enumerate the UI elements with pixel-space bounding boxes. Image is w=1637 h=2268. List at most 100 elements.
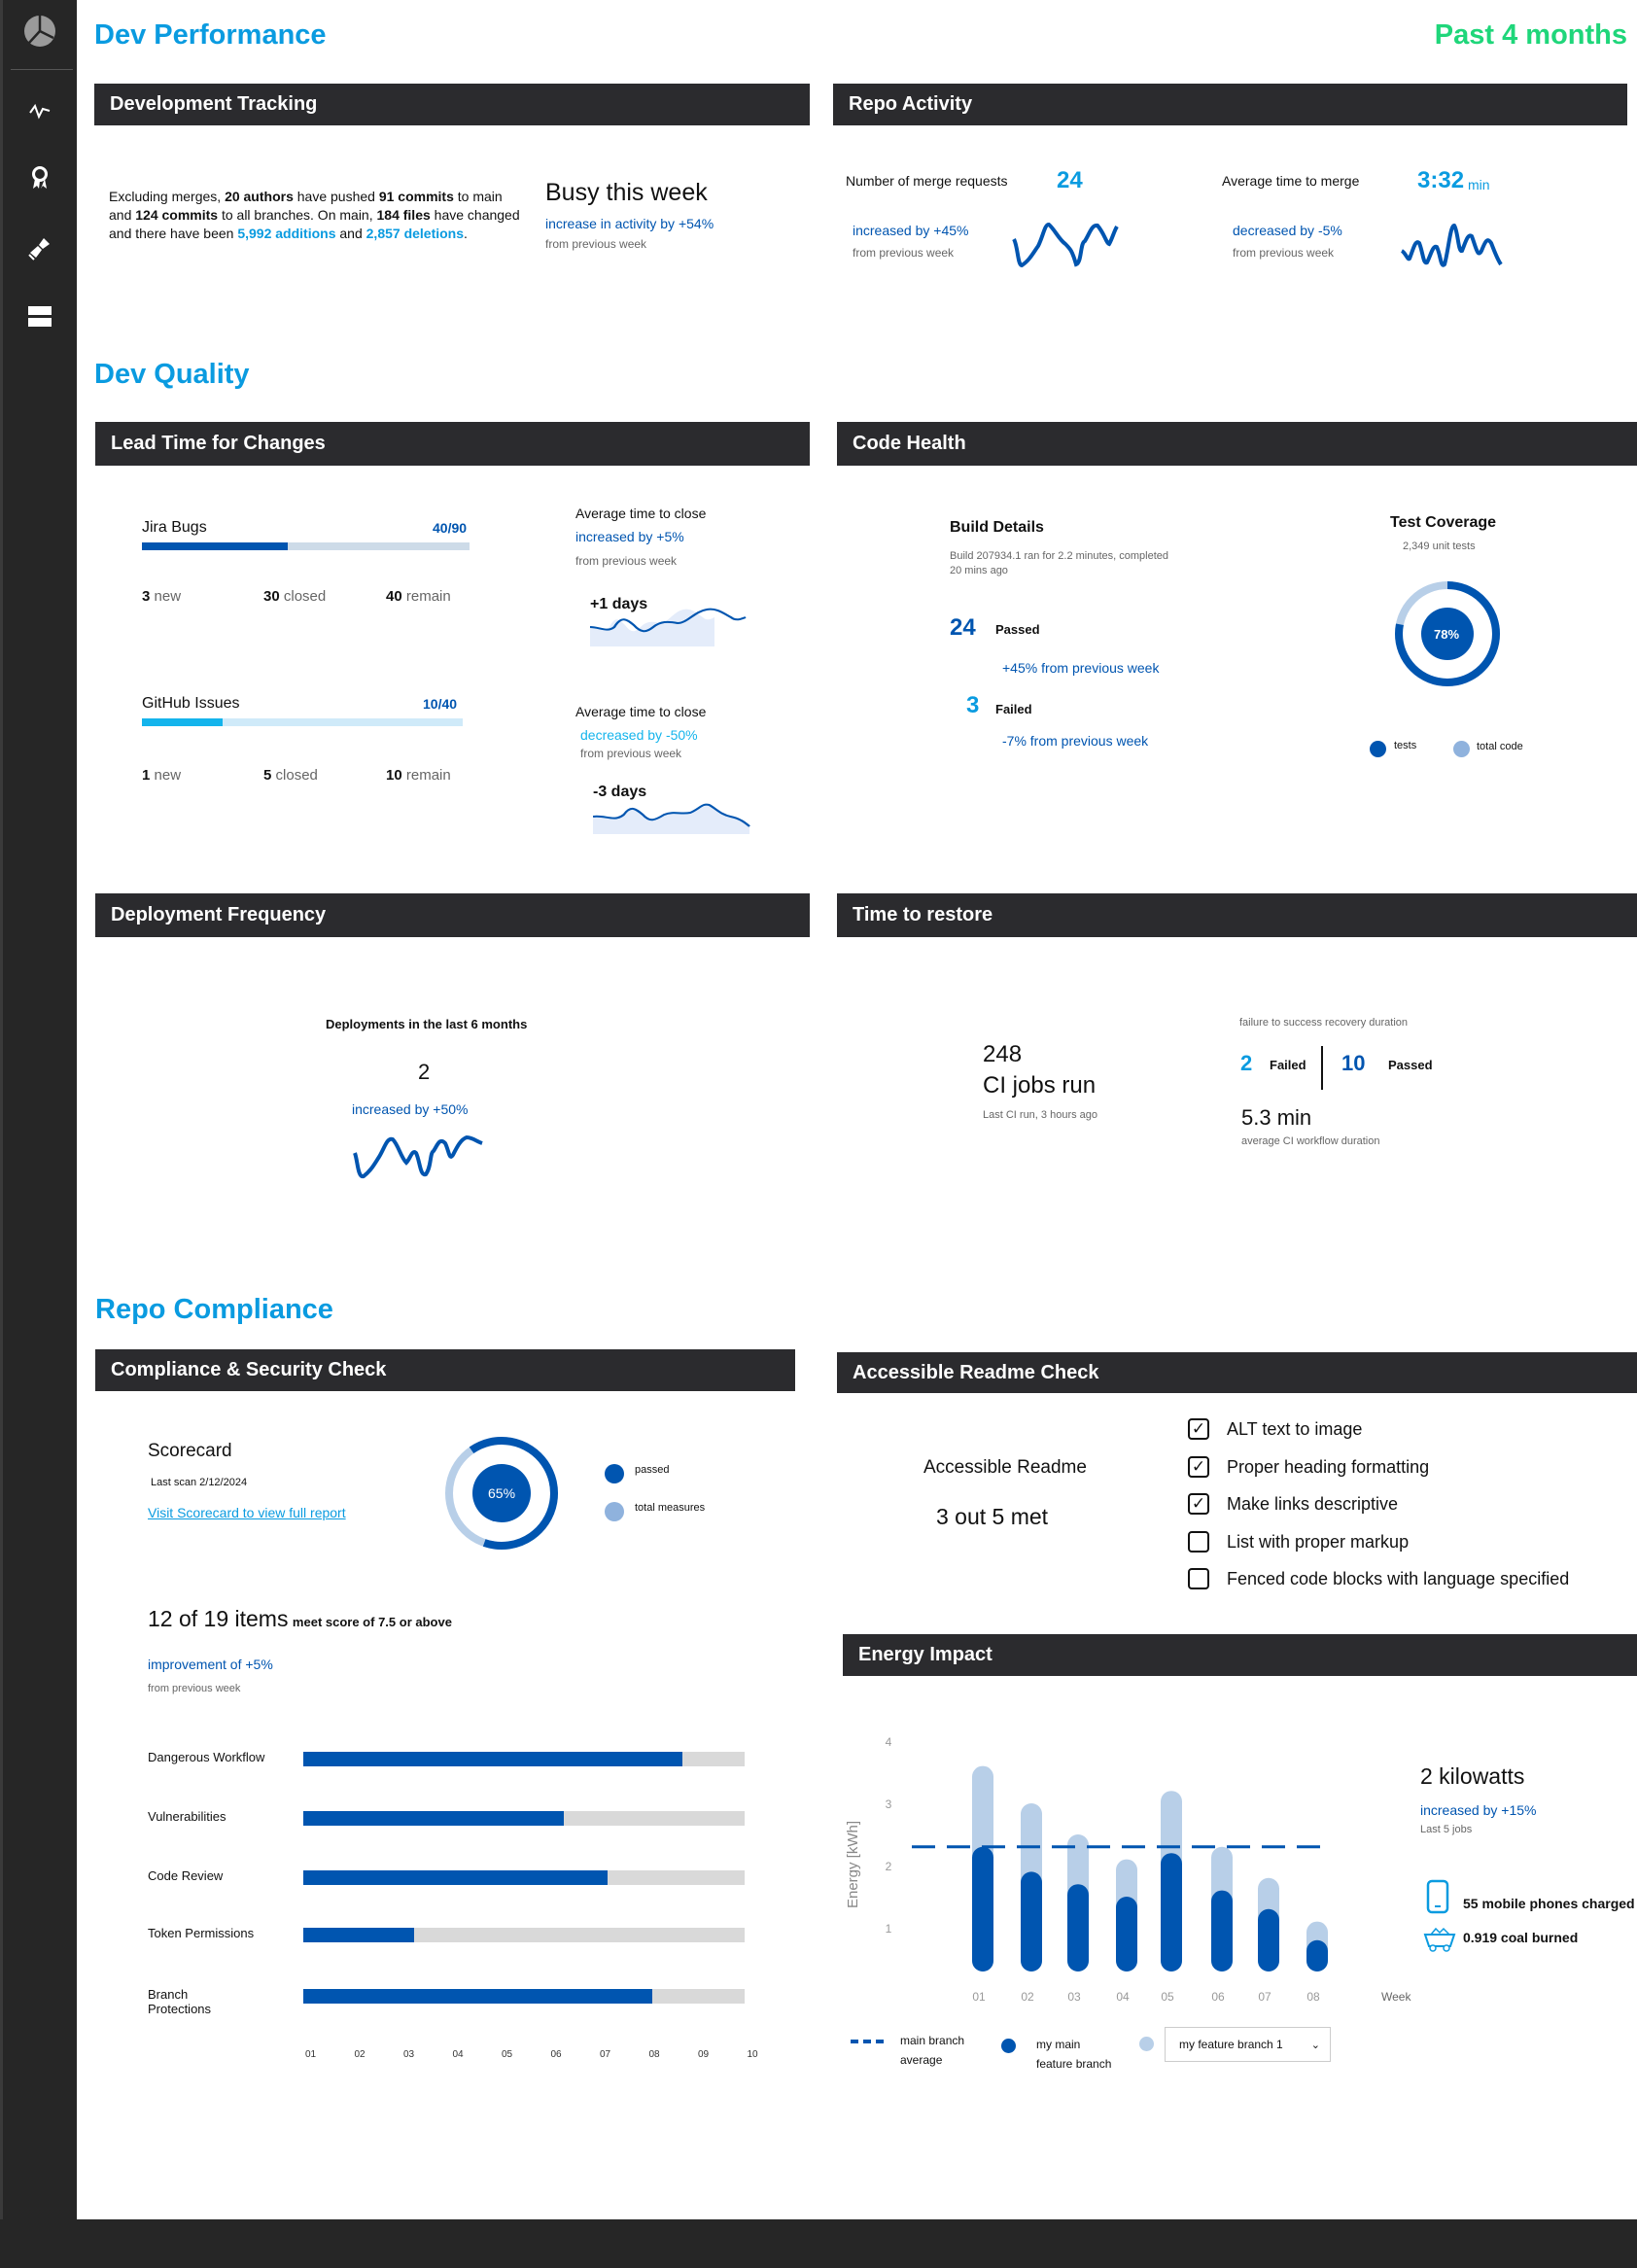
readme-header: Accessible Readme Check: [837, 1352, 1637, 1393]
x-tick: 05: [502, 2049, 513, 2060]
coverage-donut: [1395, 581, 1500, 686]
x-tick: 09: [698, 2049, 710, 2060]
x-tick: 02: [354, 2049, 366, 2060]
energy-change: increased by +15%: [1420, 1802, 1537, 1818]
scorecard-link[interactable]: Visit Scorecard to view full report: [148, 1505, 346, 1520]
close1-from: from previous week: [575, 554, 678, 568]
x-tick: 04: [452, 2049, 464, 2060]
repo-activity-header: Repo Activity: [833, 84, 1627, 125]
build-title: Build Details: [950, 519, 1044, 536]
bar-fill: [303, 1928, 414, 1942]
repo-compliance-title: Repo Compliance: [95, 1294, 333, 1325]
jira-new: 3 new: [142, 588, 182, 605]
restore-passed-label: Passed: [1388, 1058, 1433, 1072]
phones-text: 55 mobile phones charged: [1463, 1896, 1635, 1911]
main-feature-bar[interactable]: [1306, 1939, 1328, 1971]
coverage-sub: 2,349 unit tests: [1403, 541, 1476, 552]
deploy-sparkline: [353, 1134, 483, 1179]
recovery-label: failure to success recovery duration: [1239, 1017, 1409, 1029]
busy-change: increase in activity by +54%: [545, 216, 714, 231]
restore-header: Time to restore: [837, 893, 1637, 937]
mobile-phone-icon: [1426, 1879, 1449, 1914]
legend-passed-dot: [605, 1464, 624, 1483]
y-tick: 1: [886, 1922, 892, 1936]
busy-from: from previous week: [545, 237, 647, 251]
main-feature-bar[interactable]: [1116, 1897, 1137, 1971]
jira-closed: 30 closed: [263, 588, 327, 605]
close1-label: Average time to close: [575, 506, 707, 521]
sidebar: [0, 0, 77, 2219]
compliance-header: Compliance & Security Check: [95, 1349, 795, 1391]
layout-rows-icon[interactable]: [22, 299, 57, 334]
close2-label: Average time to close: [575, 704, 707, 719]
passed-label: Passed: [995, 622, 1040, 637]
legend-avg-line: [851, 2040, 884, 2043]
legend-main-dot: [1001, 2039, 1016, 2053]
branch-select[interactable]: my feature branch 1 ⌄: [1165, 2027, 1331, 2062]
energy-sub: Last 5 jobs: [1420, 1824, 1473, 1835]
x-tick: 07: [600, 2049, 611, 2060]
bar-track: [303, 1811, 745, 1826]
legend-feature-dot: [1139, 2037, 1154, 2051]
time-label: Average time to merge: [1222, 173, 1360, 189]
passed-change: +45% from previous week: [1002, 660, 1160, 676]
restore-passed-count: 10: [1341, 1051, 1366, 1075]
time-from: from previous week: [1233, 246, 1335, 260]
award-icon[interactable]: [22, 160, 57, 195]
legend-measures-dot: [605, 1502, 624, 1521]
deploy-header: Deployment Frequency: [95, 893, 810, 937]
main-feature-bar[interactable]: [1021, 1871, 1042, 1971]
main-feature-bar[interactable]: [1067, 1884, 1089, 1971]
time-unit: min: [1468, 177, 1490, 192]
x-tick: 06: [1211, 1990, 1225, 2004]
x-tick: 01: [972, 1990, 986, 2004]
bar-track: [303, 1928, 745, 1942]
x-tick: 08: [648, 2049, 660, 2060]
legend-tests-dot: [1370, 741, 1386, 757]
main-feature-bar[interactable]: [1258, 1908, 1279, 1971]
merge-from: from previous week: [853, 246, 955, 260]
coal-cart-icon: [1423, 1927, 1456, 1952]
time-sparkline: [1400, 223, 1503, 267]
readme-checkbox[interactable]: [1188, 1568, 1209, 1589]
readme-item-label: List with proper markup: [1227, 1531, 1410, 1552]
restore-failed-count: 2: [1240, 1051, 1253, 1075]
y-tick: 4: [886, 1735, 892, 1749]
stamp-icon[interactable]: [22, 231, 57, 266]
legend-measures: total measures: [635, 1502, 706, 1514]
x-axis-label: Week: [1381, 1990, 1411, 2004]
activity-icon[interactable]: [22, 93, 57, 128]
improvement-from: from previous week: [148, 1683, 241, 1694]
main-feature-bar[interactable]: [1211, 1890, 1233, 1971]
bar-track: [303, 1752, 745, 1766]
period-label[interactable]: Past 4 months: [1434, 19, 1627, 51]
github-label: GitHub Issues: [142, 695, 240, 712]
x-tick: 03: [1067, 1990, 1081, 2004]
pie-chart-icon[interactable]: [22, 14, 57, 49]
bar-label: Branch Protections: [148, 1987, 212, 2016]
dashboard: [77, 0, 1637, 2219]
legend-main-1: my main: [1036, 2038, 1081, 2051]
readme-checkbox[interactable]: ✓: [1188, 1493, 1209, 1515]
main-feature-bar[interactable]: [972, 1846, 993, 1971]
main-feature-bar[interactable]: [1161, 1853, 1182, 1971]
readme-checkbox[interactable]: ✓: [1188, 1418, 1209, 1440]
readme-item-label: Fenced code blocks with language specifi…: [1227, 1569, 1570, 1588]
readme-checkbox[interactable]: [1188, 1530, 1209, 1553]
compliance-pct: 65%: [488, 1485, 516, 1501]
build-desc: Build 207934.1 ran for 2.2 minutes, comp…: [950, 550, 1169, 562]
lead-time-header: Lead Time for Changes: [95, 422, 810, 466]
readme-checkbox[interactable]: ✓: [1188, 1455, 1209, 1478]
x-tick: 03: [403, 2049, 415, 2060]
github-closed: 5 closed: [263, 767, 318, 784]
jira-label: Jira Bugs: [142, 519, 207, 536]
failed-change: -7% from previous week: [1002, 733, 1149, 749]
busy-title: Busy this week: [545, 179, 708, 206]
y-axis-label: Energy [kWh]: [845, 1821, 861, 1908]
github-progress: [142, 718, 463, 726]
legend-avg-2: average: [900, 2053, 943, 2067]
duration-label: average CI workflow duration: [1241, 1135, 1380, 1147]
x-tick: 05: [1161, 1990, 1174, 2004]
close2-sparkline: [593, 803, 750, 834]
duration-value: 5.3 min: [1241, 1105, 1312, 1130]
